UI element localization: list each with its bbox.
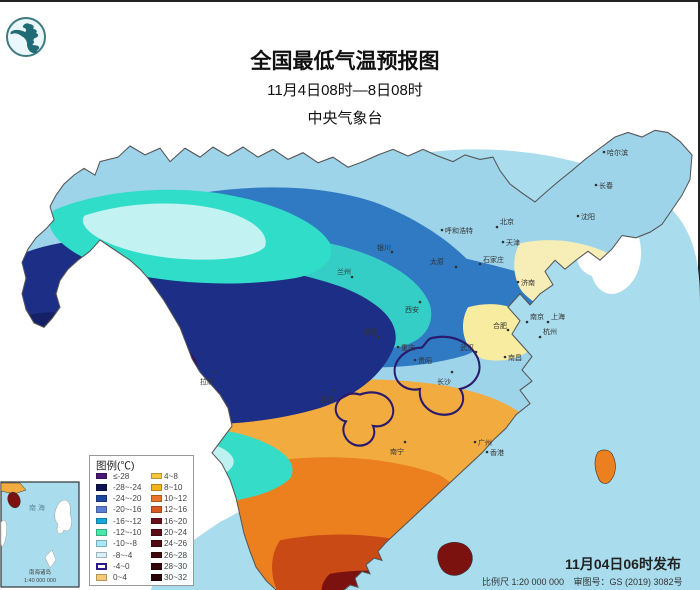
svg-text:长沙: 长沙 <box>437 377 451 386</box>
svg-text:哈尔滨: 哈尔滨 <box>607 148 628 157</box>
svg-text:南宁: 南宁 <box>390 447 404 456</box>
svg-text:南 海: 南 海 <box>29 503 45 512</box>
svg-text:11月04日06时发布: 11月04日06时发布 <box>565 556 681 572</box>
svg-text:上海: 上海 <box>551 312 565 321</box>
svg-text:济南: 济南 <box>521 278 535 287</box>
svg-text:长春: 长春 <box>599 181 613 190</box>
svg-text:审图号：GS (2019) 3082号: 审图号：GS (2019) 3082号 <box>573 576 682 587</box>
svg-text:西安: 西安 <box>405 305 419 314</box>
svg-text:武汉: 武汉 <box>460 343 474 352</box>
svg-text:杭州: 杭州 <box>543 327 557 336</box>
svg-text:石家庄: 石家庄 <box>483 255 504 264</box>
svg-text:太原: 太原 <box>430 257 444 266</box>
svg-text:全国最低气温预报图: 全国最低气温预报图 <box>250 49 440 73</box>
svg-text:北京: 北京 <box>500 217 514 226</box>
svg-text:兰州: 兰州 <box>337 267 351 276</box>
svg-text:1:40 000 000: 1:40 000 000 <box>24 578 56 584</box>
svg-text:南昌: 南昌 <box>508 353 522 362</box>
svg-text:拉萨: 拉萨 <box>200 377 214 386</box>
svg-text:沈阳: 沈阳 <box>581 212 595 221</box>
svg-text:比例尺 1:20 000 000: 比例尺 1:20 000 000 <box>482 576 564 587</box>
svg-text:中央气象台: 中央气象台 <box>307 110 382 127</box>
svg-text:贵阳: 贵阳 <box>418 356 432 365</box>
svg-text:银川: 银川 <box>377 243 391 252</box>
svg-text:南京: 南京 <box>530 312 544 321</box>
svg-text:广州: 广州 <box>478 438 492 447</box>
svg-text:成都: 成都 <box>363 327 377 336</box>
svg-text:天津: 天津 <box>506 239 520 247</box>
svg-text:呼和浩特: 呼和浩特 <box>445 226 473 235</box>
svg-text:香港: 香港 <box>490 448 504 457</box>
svg-text:11月4日08时—8日08时: 11月4日08时—8日08时 <box>267 82 423 99</box>
svg-text:昆明: 昆明 <box>320 396 334 404</box>
svg-text:南海诸岛: 南海诸岛 <box>29 568 52 576</box>
svg-text:合肥: 合肥 <box>493 321 507 330</box>
svg-text:重庆: 重庆 <box>401 343 415 352</box>
